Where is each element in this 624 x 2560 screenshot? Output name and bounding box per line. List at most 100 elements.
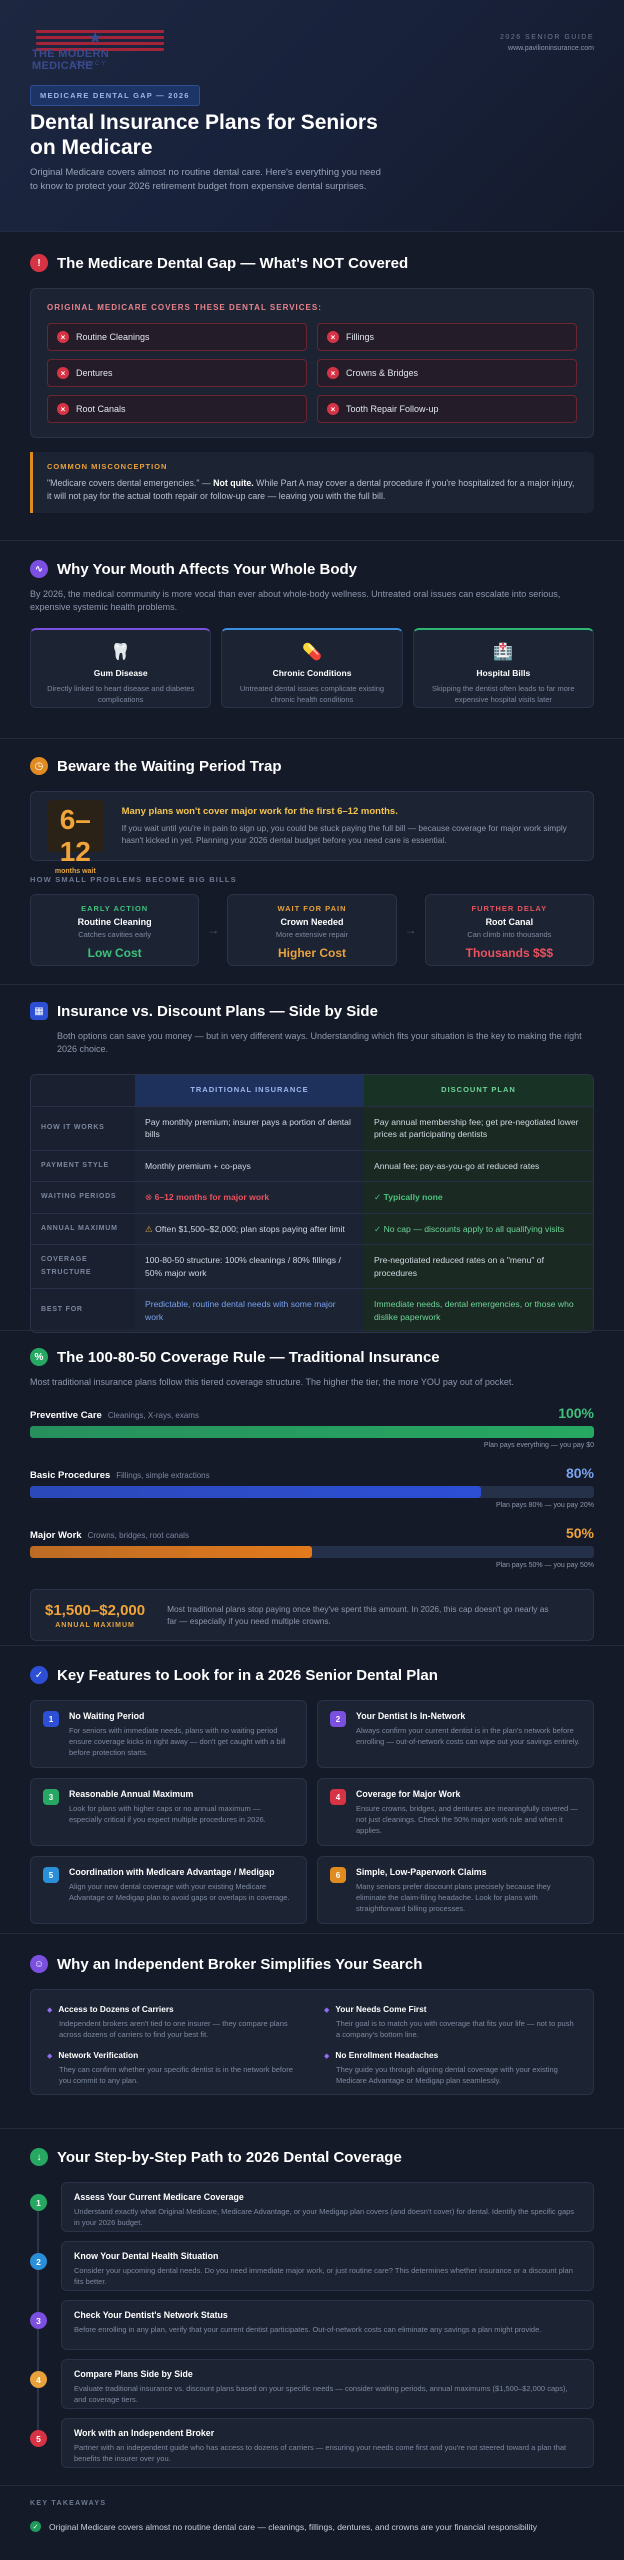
feature-desc: Align your new dental coverage with your… [69, 1882, 290, 1902]
feature-number: 6 [330, 1867, 346, 1883]
step-desc: Consider your upcoming dental needs. Do … [74, 2266, 573, 2286]
row-key: HOW IT WORKS [31, 1106, 135, 1150]
tier-header: Preventive Care Cleanings, X-rays, exams 1… [30, 1405, 594, 1421]
stage-desc: Catches cavities early [78, 930, 152, 939]
coverage-tier: Major Work Crowns, bridges, root canals 50… [30, 1525, 594, 1569]
misconception-text: "Medicare covers dental emergencies." — … [47, 478, 575, 501]
broker-benefit: Access to Dozens of Carriers Independent … [47, 2004, 300, 2040]
annual-amount-block: $1,500–$2,000 ANNUAL MAXIMUM [45, 1602, 145, 1629]
step-title: Know Your Dental Health Situation [74, 2251, 219, 2261]
tooth-icon: 🦷 [110, 644, 131, 661]
step-desc: Before enrolling in any plan, verify tha… [74, 2325, 542, 2334]
col-traditional: TRADITIONAL INSURANCE [135, 1075, 364, 1106]
arrow-right-icon: → [404, 923, 417, 937]
tier-percent: 100% [558, 1405, 594, 1421]
feature-text: Coordination with Medicare Advantage / M… [69, 1867, 294, 1913]
waiting-range: 6–12 months wait [47, 800, 104, 875]
traditional-cell: Monthly premium + co-pays [135, 1150, 364, 1181]
waiting-heading: Many plans won't cover major work for th… [121, 806, 398, 817]
waiting-text: Many plans won't cover major work for th… [122, 806, 577, 846]
annual-note: Most traditional plans stop paying once … [167, 1604, 549, 1626]
feature-text: No Waiting Period For seniors with immedi… [69, 1711, 294, 1757]
site-link[interactable]: www.pavilioninsurance.com [508, 45, 594, 52]
feature-title: Coverage for Major Work [356, 1789, 461, 1799]
discount-cell: Immediate needs, dental emergencies, or … [364, 1289, 593, 1332]
feature-text: Your Dentist Is In-Network Always confirm… [356, 1711, 581, 1757]
cell-text: Pre-negotiated reduced rates on a "menu"… [374, 1255, 544, 1278]
step-card: Know Your Dental Health Situation Conside… [61, 2241, 594, 2291]
feature-title: Coordination with Medicare Advantage / M… [69, 1867, 275, 1877]
tier-bar-track [30, 1546, 594, 1558]
feature-desc: Look for plans with higher caps or no an… [69, 1804, 266, 1824]
hospital-icon: 🏥 [493, 644, 514, 661]
tier-bar-track [30, 1426, 594, 1438]
clock-icon: ◷ [30, 757, 48, 775]
x-icon: × [57, 403, 69, 415]
row-key: PAYMENT STYLE [31, 1150, 135, 1181]
feature-desc: For seniors with immediate needs, plans … [69, 1726, 286, 1757]
logo-stripes [36, 30, 164, 56]
feature-text: Reasonable Annual Maximum Look for plans … [69, 1789, 294, 1835]
feature-title: Reasonable Annual Maximum [69, 1789, 194, 1799]
alert-icon: ! [30, 254, 48, 272]
section-title: ∿ Why Your Mouth Affects Your Whole Body [30, 560, 594, 578]
step-desc: Understand exactly what Original Medicar… [74, 2207, 575, 2227]
cell-text: Annual fee; pay-as-you-go at reduced rat… [374, 1160, 540, 1171]
waiting-callout: 6–12 months wait Many plans won't cover … [30, 791, 594, 875]
key-takeaways: KEY TAKEAWAYS ✓ Original Medicare covers… [30, 2500, 594, 2532]
section-whole-body: ∿ Why Your Mouth Affects Your Whole Body… [30, 560, 594, 708]
stage-name: Crown Needed [280, 917, 344, 927]
traditional-cell: Predictable, routine dental needs with s… [135, 1289, 364, 1332]
stage-desc: More extensive repair [275, 930, 349, 939]
rule-intro: Most traditional insurance plans follow … [30, 1377, 514, 1387]
cell-text: Pay monthly premium; insurer pays a port… [145, 1116, 351, 1140]
health-card: 🦷 Gum Disease Directly linked to heart dis… [30, 628, 212, 708]
card-title: Chronic Conditions [272, 668, 352, 678]
section-title: ↓ Your Step-by-Step Path to 2026 Dental … [30, 2148, 594, 2166]
tier-examples: Fillings, simple extractions [116, 1471, 210, 1480]
escalation-steps: EARLY ACTION Routine Cleaning Catches cavi… [30, 894, 594, 966]
discount-cell: ✓ No cap — discounts apply to all qualif… [364, 1213, 593, 1244]
section-features: ✓ Key Features to Look for in a 2026 Sen… [30, 1666, 594, 1924]
feature-cards: 1 No Waiting Period For seniors with immed… [30, 1700, 594, 1924]
compare-intro: Both options can save you money — but in… [57, 1031, 582, 1054]
benefit-desc: They can confirm whether your specific d… [59, 2065, 293, 2085]
tier-note: Plan pays 50% — you pay 50% [495, 1562, 594, 1569]
benefit-desc: They guide you through aligning dental c… [336, 2065, 558, 2085]
step-desc: Partner with an independent guide who ha… [74, 2443, 567, 2463]
tier-examples: Cleanings, X-rays, exams [107, 1411, 199, 1420]
feature-card: 1 No Waiting Period For seniors with immed… [30, 1700, 307, 1768]
feature-title: No Waiting Period [69, 1711, 145, 1721]
agency-logo[interactable]: ★ THE MODERN MEDICARE AGENCY [30, 28, 170, 72]
page-title: Dental Insurance Plans for Seniors on Me… [30, 111, 378, 159]
grid-icon: ▦ [30, 1002, 48, 1020]
tier-bar-fill [30, 1426, 594, 1438]
takeaway-text: Original Medicare covers almost no routi… [49, 2521, 538, 2532]
traditional-cell: 100-80-50 structure: 100% cleanings / 80… [135, 1245, 364, 1288]
cell-text: 6–12 months for major work [154, 1192, 270, 1202]
discount-cell: Pay annual membership fee; get pre-negot… [364, 1106, 593, 1150]
x-circle-icon: ⊗ [145, 1192, 155, 1202]
section-waiting-period: ◷ Beware the Waiting Period Trap 6–12 mo… [30, 757, 594, 966]
section-title: ✓ Key Features to Look for in a 2026 Sen… [30, 1666, 594, 1684]
waiting-body: If you wait until you're in pain to sign… [121, 823, 567, 845]
pill-icon: 💊 [302, 644, 322, 661]
row-key: ANNUAL MAXIMUM [31, 1213, 135, 1244]
stage-name: Routine Cleaning [77, 917, 152, 927]
feature-card: 5 Coordination with Medicare Advantage / … [30, 1856, 307, 1924]
feature-card: 2 Your Dentist Is In-Network Always confir… [317, 1700, 594, 1768]
range-label: months wait [54, 868, 96, 875]
coverage-bars: Preventive Care Cleanings, X-rays, exams 1… [30, 1405, 594, 1569]
step-title: Assess Your Current Medicare Coverage [74, 2192, 244, 2202]
escalation-stage: FURTHER DELAY Root Canal Can climb into th… [424, 894, 594, 966]
not-covered-item: × Root Canals [47, 395, 307, 423]
annual-maximum-callout: $1,500–$2,000 ANNUAL MAXIMUM Most tradit… [30, 1589, 594, 1641]
topic-pill: MEDICARE DENTAL GAP — 2026 [30, 85, 200, 106]
tier-note: Plan pays 80% — you pay 20% [495, 1502, 594, 1509]
step-title: Compare Plans Side by Side [74, 2369, 193, 2379]
x-icon: × [57, 367, 69, 379]
step-card: Work with an Independent Broker Partner w… [61, 2418, 594, 2468]
discount-cell: Pre-negotiated reduced rates on a "menu"… [364, 1245, 593, 1288]
table-row: ANNUAL MAXIMUM ⚠ Often $1,500–$2,000; pla… [31, 1212, 593, 1244]
arrow-down-icon: ↓ [30, 2148, 48, 2166]
